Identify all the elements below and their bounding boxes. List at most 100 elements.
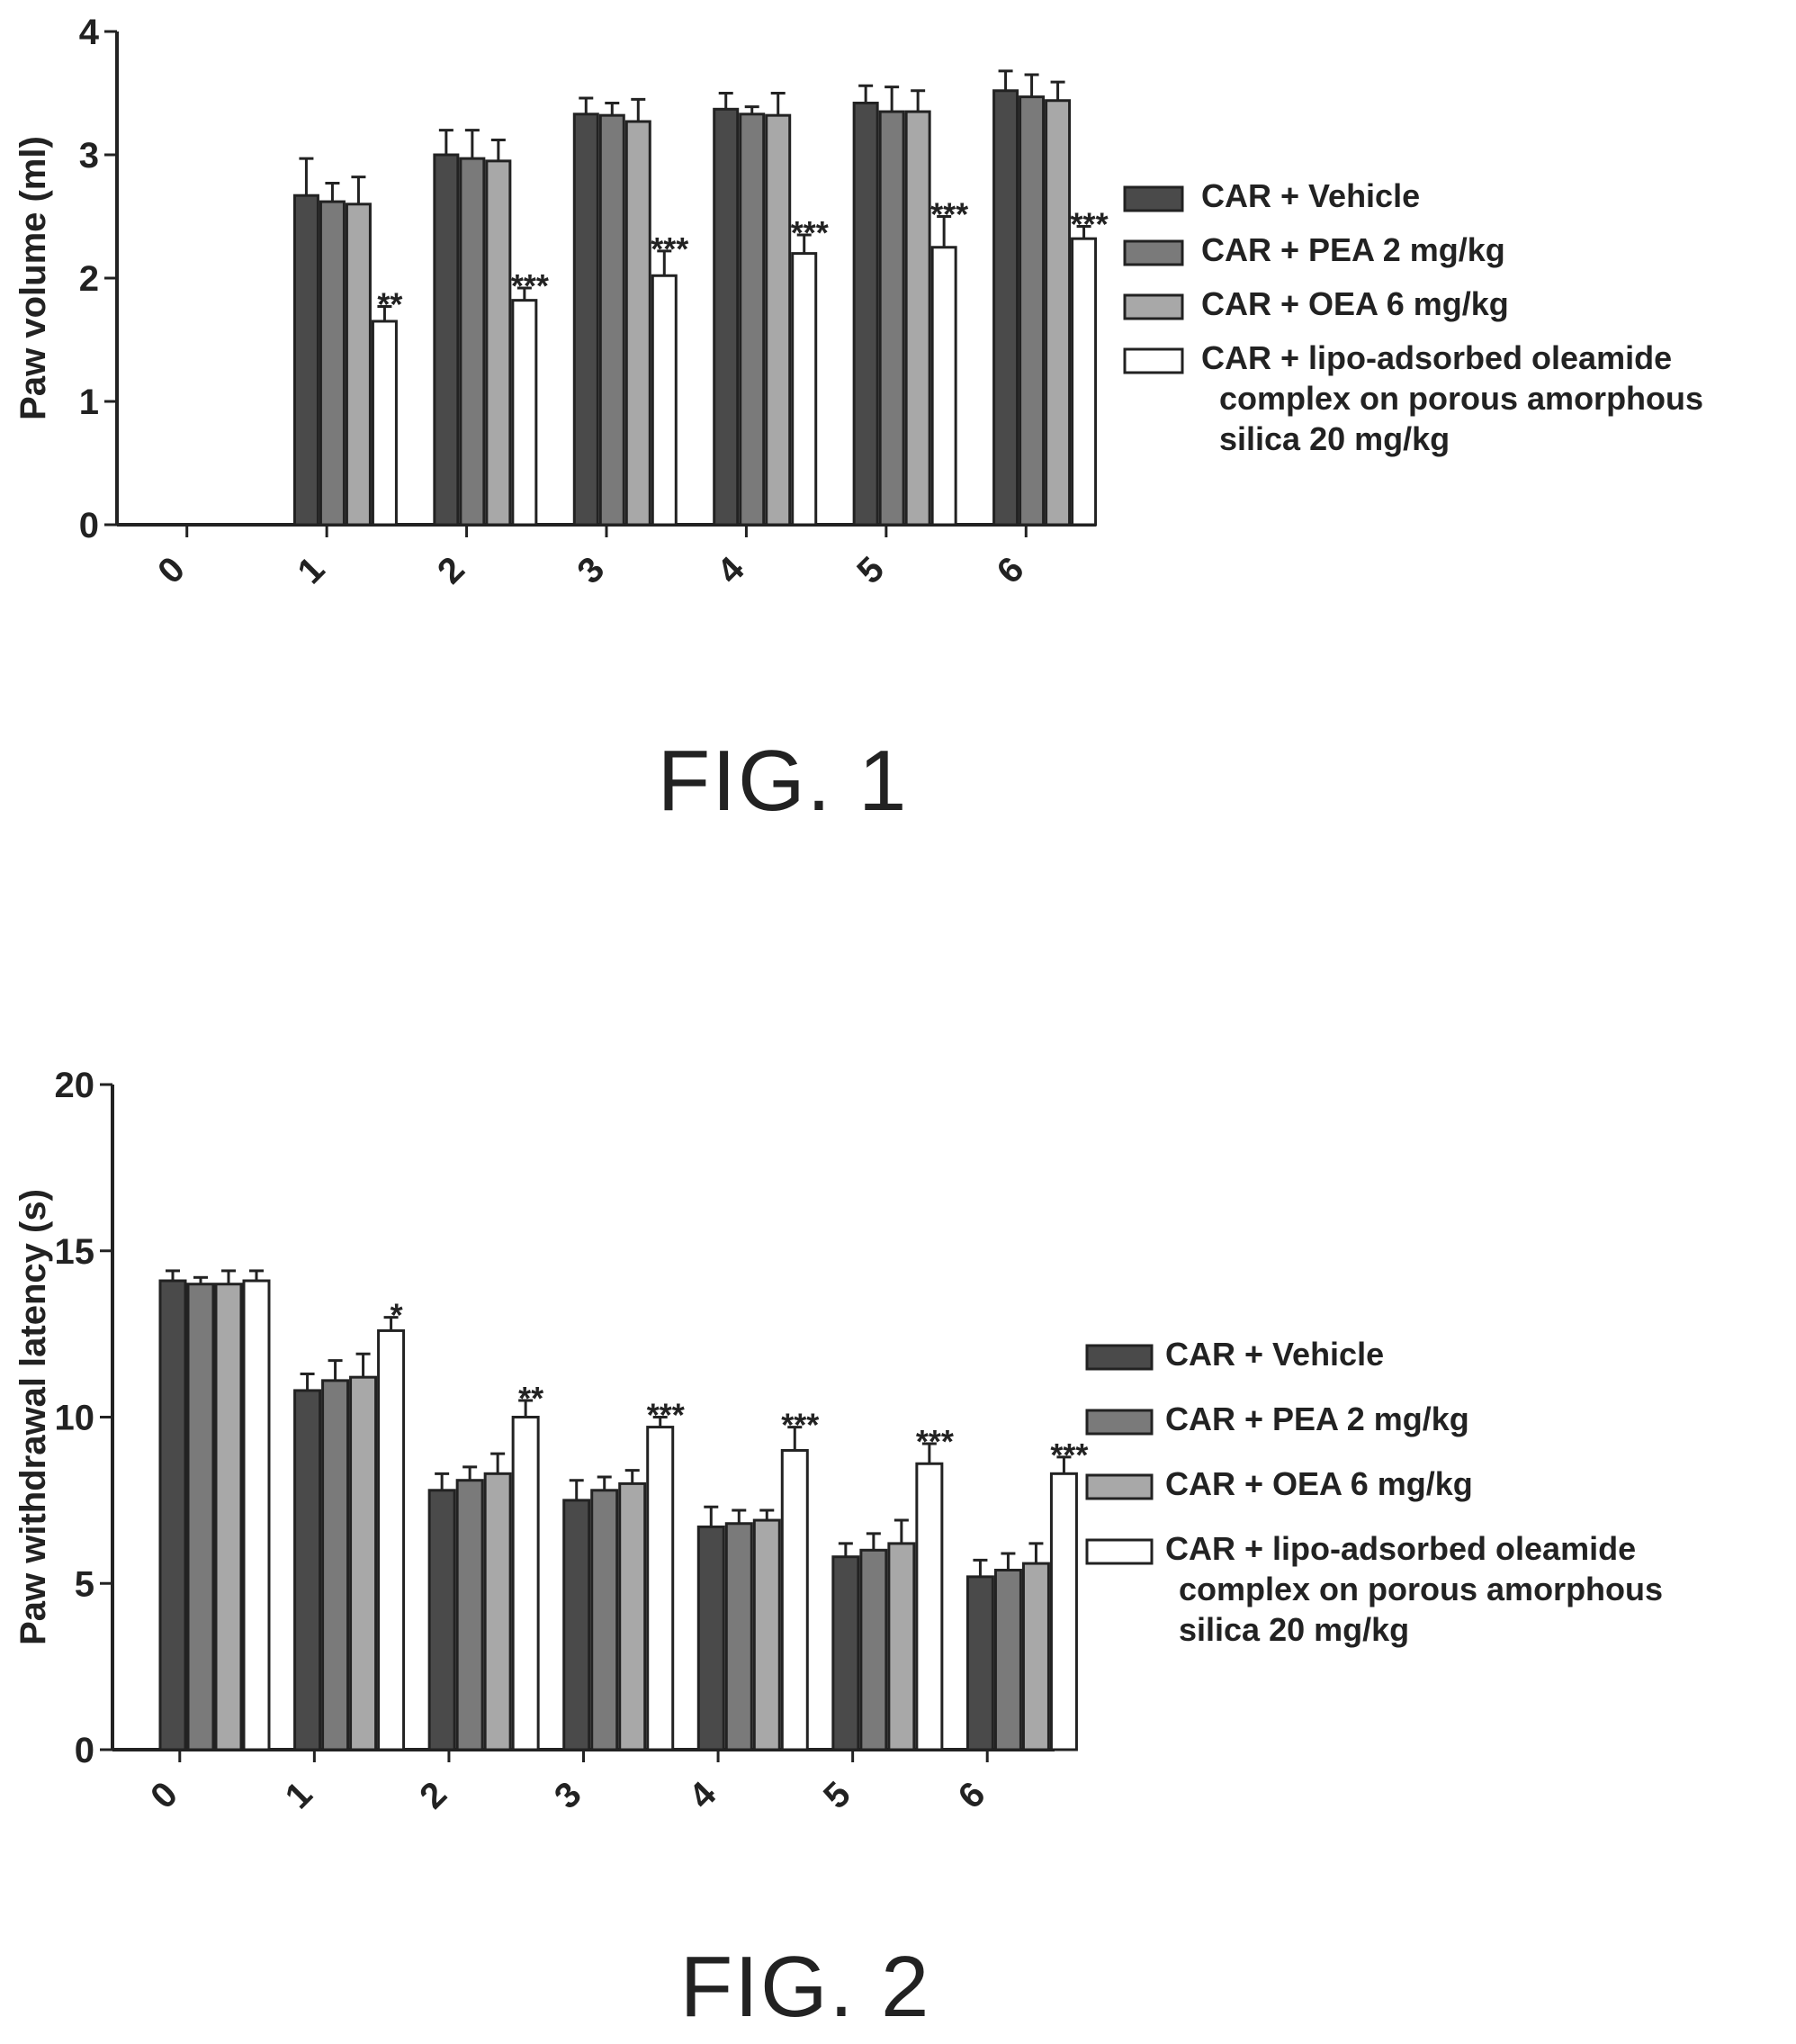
y-tick-label: 5 [75, 1564, 94, 1604]
bar [349, 1375, 378, 1751]
legend-label: CAR + lipo-adsorbed oleamide [1201, 339, 1672, 376]
bar [739, 113, 766, 527]
significance-label: *** [647, 1397, 685, 1434]
bar [345, 203, 372, 527]
legend-label: complex on porous amorphous [1179, 1571, 1663, 1607]
legend-swatch [1085, 1344, 1154, 1371]
significance-label: *** [781, 1407, 819, 1444]
x-tick-label: 5 [849, 549, 892, 591]
legend-label: silica 20 mg/kg [1179, 1611, 1409, 1648]
legend-swatch [1085, 1409, 1154, 1436]
y-axis-label: Paw volume (ml) [13, 136, 53, 420]
significance-label: *** [930, 196, 968, 233]
bar [1021, 1562, 1050, 1751]
bar [562, 1499, 591, 1751]
bar [427, 1489, 456, 1751]
significance-label: ** [377, 286, 402, 323]
bar [993, 1568, 1022, 1751]
bar [887, 1542, 916, 1751]
bar [598, 113, 625, 527]
bar [878, 110, 905, 527]
bar [713, 107, 740, 527]
bar [572, 113, 599, 527]
significance-label: *** [511, 267, 549, 304]
bar [651, 274, 678, 527]
bar [646, 1426, 675, 1751]
x-tick-label: 6 [990, 549, 1032, 591]
bar [1049, 1472, 1078, 1751]
bar [433, 153, 460, 527]
bar [1019, 95, 1046, 527]
bar [992, 89, 1019, 527]
significance-label: * [391, 1297, 403, 1334]
bar [965, 1575, 994, 1751]
y-tick-label: 10 [55, 1399, 95, 1438]
bar [590, 1489, 619, 1751]
x-tick-label: 3 [570, 549, 612, 591]
y-tick-label: 1 [79, 383, 99, 422]
bar [158, 1279, 187, 1751]
x-tick-label: 5 [816, 1774, 858, 1816]
legend-swatch [1123, 293, 1184, 320]
bar [791, 252, 818, 527]
bar [459, 157, 486, 527]
bar [455, 1479, 484, 1751]
y-tick-label: 0 [75, 1731, 94, 1770]
y-tick-label: 0 [79, 506, 99, 545]
significance-label: *** [1071, 205, 1109, 242]
legend-swatch [1123, 239, 1184, 266]
legend-label: CAR + OEA 6 mg/kg [1201, 285, 1509, 322]
bar [186, 1283, 215, 1751]
bar [624, 120, 651, 527]
bar [511, 1416, 540, 1751]
bar [915, 1462, 944, 1751]
bar [214, 1283, 243, 1751]
x-tick-label: 0 [143, 1774, 185, 1816]
bar [1045, 99, 1072, 527]
x-tick-label: 0 [150, 549, 193, 591]
y-axis-label: Paw withdrawal latency (s) [13, 1189, 53, 1645]
legend-label: CAR + Vehicle [1201, 177, 1420, 214]
significance-label: *** [916, 1423, 954, 1460]
bar [293, 1389, 322, 1751]
bar [292, 194, 319, 527]
bar [618, 1481, 647, 1751]
legend-label: CAR + PEA 2 mg/kg [1201, 231, 1505, 268]
bar [1071, 237, 1098, 527]
bar [724, 1522, 753, 1751]
bar [859, 1548, 888, 1751]
y-tick-label: 15 [55, 1232, 95, 1272]
bar [319, 200, 346, 527]
bar [485, 159, 512, 527]
x-tick-label: 4 [681, 1774, 723, 1816]
legend-swatch [1123, 185, 1184, 212]
chart-fig2: 0 5 10 15 20 Paw withdrawal latency (s) 0 1 2 3 4 5… [13, 1066, 1663, 1816]
y-tick-label: 20 [55, 1066, 95, 1105]
x-tick-label: 2 [430, 549, 472, 591]
bar [483, 1472, 512, 1751]
legend-swatch [1085, 1473, 1154, 1500]
bar [831, 1555, 860, 1751]
x-tick-label: 3 [547, 1774, 589, 1816]
significance-label: *** [791, 214, 829, 251]
bar [930, 246, 957, 527]
bar [377, 1328, 406, 1751]
legend-swatch [1085, 1538, 1154, 1565]
legend-label: CAR + Vehicle [1165, 1336, 1384, 1373]
bar [752, 1518, 781, 1751]
fig1-caption: FIG. 1 [658, 733, 909, 829]
bar [780, 1448, 809, 1751]
y-tick-label: 4 [79, 13, 100, 52]
significance-label: *** [651, 230, 688, 267]
bar [852, 101, 879, 527]
x-tick-label: 4 [710, 549, 752, 591]
bar [242, 1279, 271, 1751]
legend-label: silica 20 mg/kg [1219, 420, 1450, 457]
x-tick-label: 2 [412, 1774, 454, 1816]
legend-swatch [1123, 347, 1184, 374]
x-tick-label: 1 [291, 549, 333, 591]
bar [904, 110, 931, 527]
significance-label: *** [1050, 1436, 1088, 1473]
